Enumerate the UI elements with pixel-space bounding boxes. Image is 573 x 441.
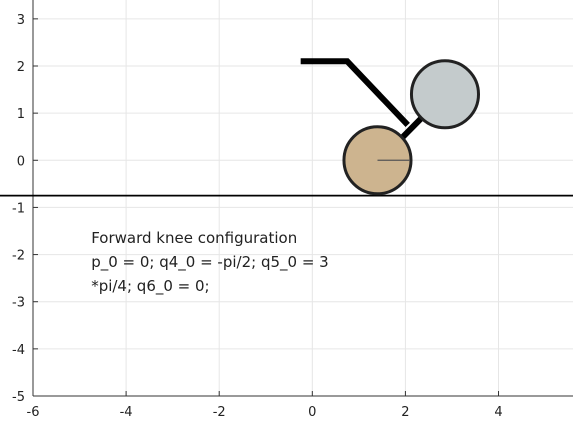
y-tick-label: 1 [17, 107, 25, 122]
wheels [342, 59, 480, 196]
x-tick-label: -4 [120, 405, 133, 420]
x-tick-label: 0 [308, 405, 316, 420]
front-wheel [409, 59, 480, 130]
x-tick-label: 2 [401, 405, 409, 420]
y-tick-label: -1 [12, 201, 25, 216]
x-tick-label: 4 [494, 405, 502, 420]
y-tick-label: -4 [12, 343, 25, 358]
y-tick-label: -5 [12, 390, 25, 405]
grid-lines [32, 0, 573, 397]
y-tick-label: 2 [17, 60, 25, 75]
y-tick-label: -3 [12, 296, 25, 311]
annotation-line: *pi/4; q6_0 = 0; [91, 277, 209, 296]
annotation: Forward knee configuration p_0 = 0; q4_0 … [91, 229, 329, 296]
y-tick-label: 0 [17, 154, 25, 169]
annotation-line: Forward knee configuration [91, 229, 297, 247]
x-tick-label: -2 [213, 405, 226, 420]
tick-labels: -6 -4 -2 0 2 4 -5 -4 -3 -2 -1 0 1 2 3 [12, 13, 503, 420]
x-tick-label: -6 [27, 405, 40, 420]
y-tick-label: -2 [12, 249, 25, 264]
annotation-line: p_0 = 0; q4_0 = -pi/2; q5_0 = 3 [91, 253, 329, 272]
y-tick-label: 3 [17, 13, 25, 28]
upper-link [300, 58, 410, 127]
axes [32, 0, 573, 397]
